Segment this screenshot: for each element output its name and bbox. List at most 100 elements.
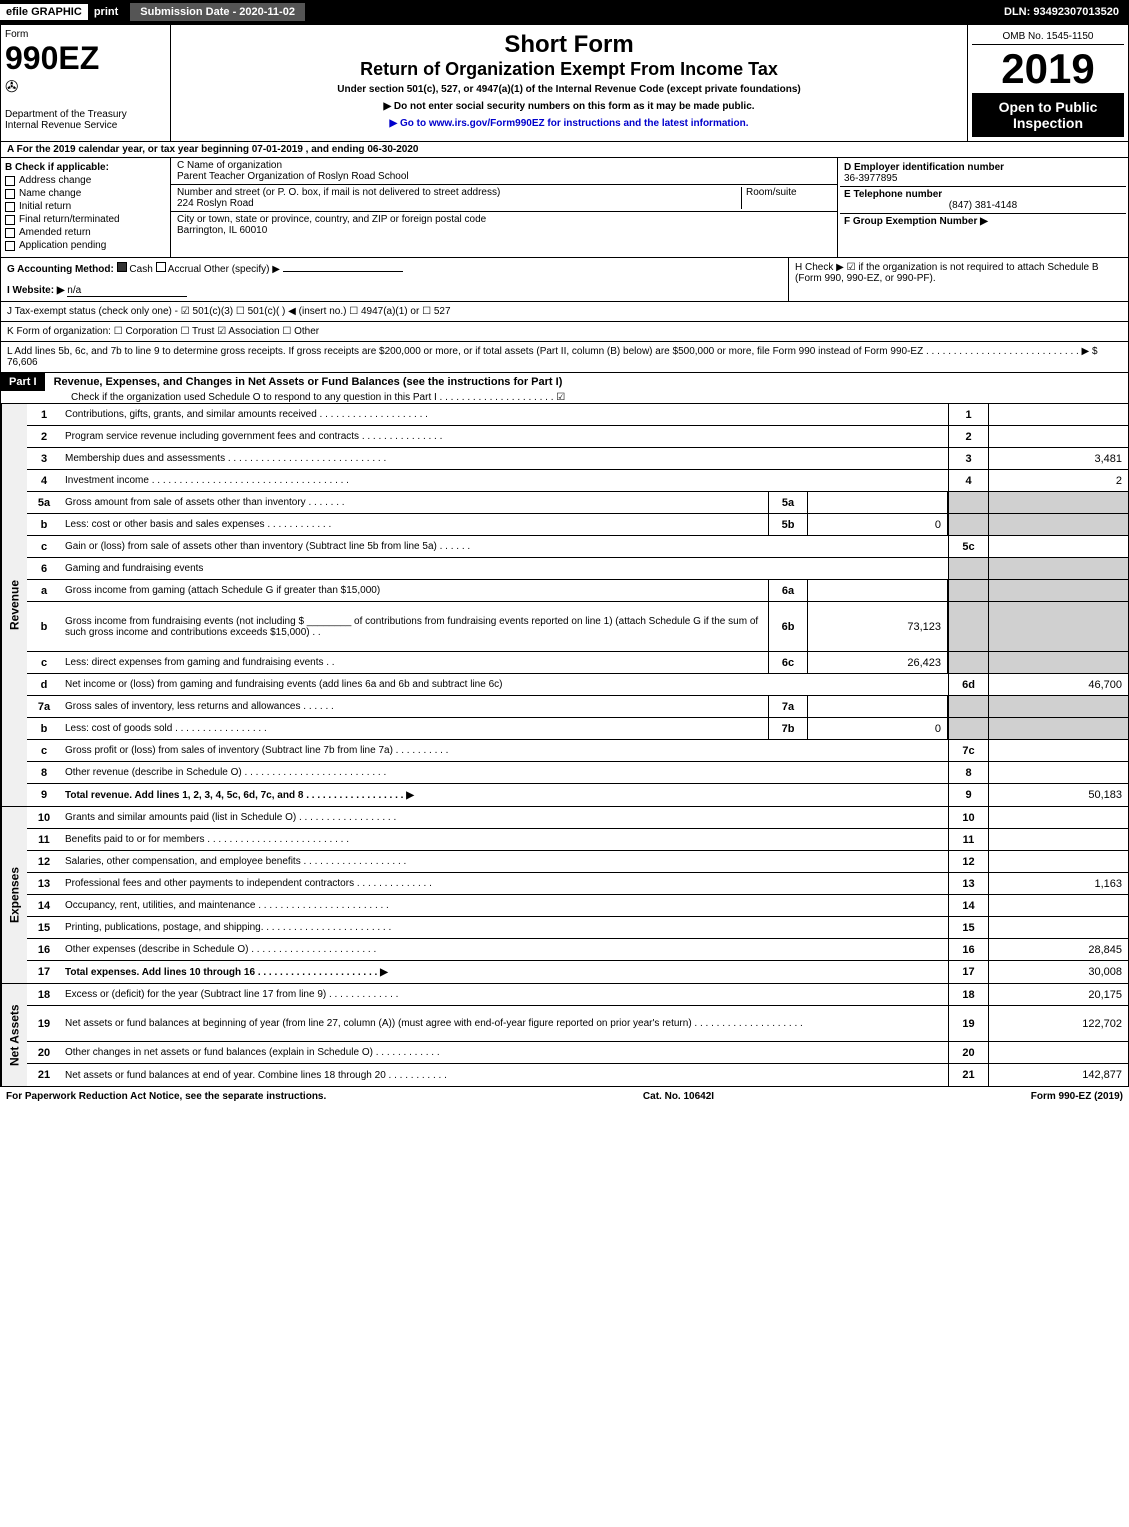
part1-label: Part I (1, 373, 45, 391)
info-grid: B Check if applicable: Address change Na… (0, 158, 1129, 258)
line20-desc: Other changes in net assets or fund bala… (61, 1045, 948, 1060)
line6-desc: Gaming and fundraising events (61, 561, 948, 576)
chk-accrual[interactable] (156, 262, 166, 272)
footer-left: For Paperwork Reduction Act Notice, see … (6, 1091, 326, 1102)
under-section: Under section 501(c), 527, or 4947(a)(1)… (177, 84, 961, 95)
dept-treasury: Department of the Treasury (5, 109, 166, 120)
line7c-val (988, 740, 1128, 761)
line10-desc: Grants and similar amounts paid (list in… (61, 810, 948, 825)
website-value: n/a (67, 285, 187, 297)
line2-desc: Program service revenue including govern… (61, 429, 948, 444)
line15-desc: Printing, publications, postage, and shi… (61, 920, 948, 935)
efile-label: efile GRAPHIC (0, 4, 88, 20)
line5a-desc: Gross amount from sale of assets other t… (61, 495, 768, 510)
chk-address-change[interactable]: Address change (19, 175, 91, 186)
line6c-desc: Less: direct expenses from gaming and fu… (61, 655, 768, 670)
box-j: J Tax-exempt status (check only one) - ☑… (0, 302, 1129, 322)
form-header: Form 990EZ ✇ Department of the Treasury … (0, 24, 1129, 142)
line9-val: 50,183 (988, 784, 1128, 806)
label-address: Number and street (or P. O. box, if mail… (177, 187, 741, 198)
line5b-val: 0 (808, 514, 948, 535)
line11-desc: Benefits paid to or for members . . . . … (61, 832, 948, 847)
side-revenue: Revenue (1, 404, 27, 806)
org-city: Barrington, IL 60010 (177, 225, 831, 236)
form-number: 990EZ (5, 40, 166, 77)
ein-value: 36-3977895 (844, 173, 897, 184)
print-link[interactable]: print (88, 4, 124, 20)
line10-val (988, 807, 1128, 828)
chk-initial-return[interactable]: Initial return (19, 201, 71, 212)
line14-val (988, 895, 1128, 916)
line18-desc: Excess or (deficit) for the year (Subtra… (61, 987, 948, 1002)
line13-desc: Professional fees and other payments to … (61, 876, 948, 891)
box-l: L Add lines 5b, 6c, and 7b to line 9 to … (0, 342, 1129, 373)
label-ein: D Employer identification number (844, 162, 1004, 173)
line21-desc: Net assets or fund balances at end of ye… (61, 1068, 948, 1083)
line11-val (988, 829, 1128, 850)
omb-number: OMB No. 1545-1150 (972, 29, 1124, 45)
form-label: Form (5, 29, 166, 40)
line1-val (988, 404, 1128, 425)
tax-year: 2019 (972, 45, 1124, 93)
irs-label: Internal Revenue Service (5, 120, 166, 131)
line6a-desc: Gross income from gaming (attach Schedul… (61, 583, 768, 598)
line19-val: 122,702 (988, 1006, 1128, 1041)
part1-header: Part I Revenue, Expenses, and Changes in… (0, 373, 1129, 404)
phone-value: (847) 381-4148 (844, 200, 1122, 211)
line9-desc: Total revenue. Add lines 1, 2, 3, 4, 5c,… (61, 788, 948, 803)
footer-right: Form 990-EZ (2019) (1031, 1091, 1123, 1102)
line5b-desc: Less: cost or other basis and sales expe… (61, 517, 768, 532)
label-accounting: G Accounting Method: (7, 264, 114, 275)
line17-desc: Total expenses. Add lines 10 through 16 … (61, 965, 948, 980)
line4-desc: Investment income . . . . . . . . . . . … (61, 473, 948, 488)
chk-final-return[interactable]: Final return/terminated (19, 214, 120, 225)
box-h: H Check ▶ ☑ if the organization is not r… (788, 258, 1128, 301)
no-ssn-notice: ▶ Do not enter social security numbers o… (177, 101, 961, 112)
org-name: Parent Teacher Organization of Roslyn Ro… (177, 171, 831, 182)
line8-val (988, 762, 1128, 783)
line6d-desc: Net income or (loss) from gaming and fun… (61, 677, 948, 692)
line14-desc: Occupancy, rent, utilities, and maintena… (61, 898, 948, 913)
submission-date: Submission Date - 2020-11-02 (130, 3, 305, 21)
org-address: 224 Roslyn Road (177, 198, 741, 209)
line7a-val (808, 696, 948, 717)
line5c-desc: Gain or (loss) from sale of assets other… (61, 539, 948, 554)
label-group-exemption: F Group Exemption Number ▶ (844, 216, 988, 227)
line3-val: 3,481 (988, 448, 1128, 469)
line18-val: 20,175 (988, 984, 1128, 1005)
part1-check: Check if the organization used Schedule … (1, 392, 565, 403)
line6b-val: 73,123 (808, 602, 948, 651)
line15-val (988, 917, 1128, 938)
dln: DLN: 93492307013520 (994, 4, 1129, 20)
chk-cash[interactable] (117, 262, 127, 272)
line6d-val: 46,700 (988, 674, 1128, 695)
line7a-desc: Gross sales of inventory, less returns a… (61, 699, 768, 714)
line3-desc: Membership dues and assessments . . . . … (61, 451, 948, 466)
chk-application-pending[interactable]: Application pending (19, 240, 106, 251)
part1-title: Revenue, Expenses, and Changes in Net As… (48, 372, 569, 392)
room-suite-label: Room/suite (741, 187, 831, 209)
line6c-val: 26,423 (808, 652, 948, 673)
row-gh: G Accounting Method: Cash Accrual Other … (0, 258, 1129, 302)
line2-val (988, 426, 1128, 447)
line7b-val: 0 (808, 718, 948, 739)
box-c: C Name of organization Parent Teacher Or… (171, 158, 838, 257)
chk-name-change[interactable]: Name change (19, 188, 81, 199)
line7b-desc: Less: cost of goods sold . . . . . . . .… (61, 721, 768, 736)
chk-amended-return[interactable]: Amended return (19, 227, 91, 238)
line6a-val (808, 580, 948, 601)
side-netassets: Net Assets (1, 984, 27, 1086)
line7c-desc: Gross profit or (loss) from sales of inv… (61, 743, 948, 758)
label-city: City or town, state or province, country… (177, 214, 831, 225)
top-bar: efile GRAPHIC print Submission Date - 20… (0, 0, 1129, 24)
line20-val (988, 1042, 1128, 1063)
short-form-title: Short Form (177, 31, 961, 59)
section-a: A For the 2019 calendar year, or tax yea… (0, 142, 1129, 158)
label-website: I Website: ▶ (7, 285, 65, 296)
page-footer: For Paperwork Reduction Act Notice, see … (0, 1087, 1129, 1106)
line12-desc: Salaries, other compensation, and employ… (61, 854, 948, 869)
goto-link[interactable]: ▶ Go to www.irs.gov/Form990EZ for instru… (177, 118, 961, 129)
label-phone: E Telephone number (844, 189, 942, 200)
line12-val (988, 851, 1128, 872)
box-def: D Employer identification number 36-3977… (838, 158, 1128, 257)
